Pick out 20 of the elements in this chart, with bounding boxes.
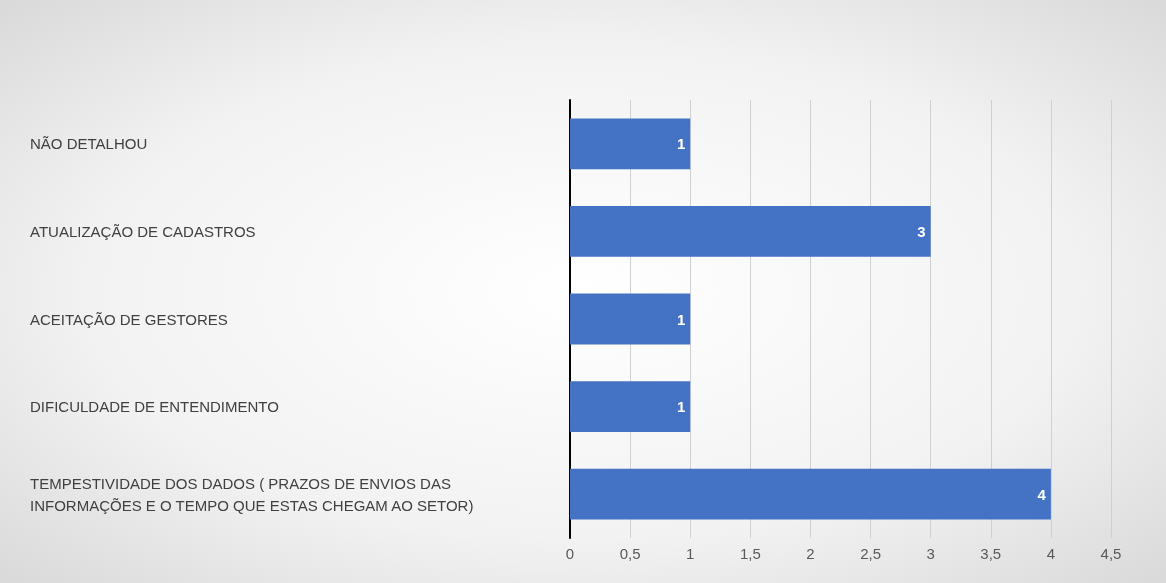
data-label: 1 xyxy=(676,398,686,416)
y-tick-label: NÃO DETALHOU xyxy=(30,135,148,153)
y-tick-label: DIFICULDADE DE ENTENDIMENTO xyxy=(30,398,279,416)
x-tick-label: 3,5 xyxy=(980,545,1002,562)
x-tick-label: 4,5 xyxy=(1100,545,1122,562)
x-tick-label: 4 xyxy=(1046,545,1056,562)
data-label: 3 xyxy=(917,222,926,240)
y-tick-label: TEMPESTIVIDADE DOS DADOS ( PRAZOS DE ENVIOS DAS INFORMAÇÕES E O TEMPO QUE ESTAS CHEGAM AO SETOR) xyxy=(30,474,474,514)
data-label: 4 xyxy=(1037,485,1047,503)
y-tick-label: ACEITAÇÃO DE GESTORES xyxy=(30,310,228,328)
data-label: 1 xyxy=(676,135,686,153)
x-tick-label: 1 xyxy=(686,545,695,562)
x-tick-label: 1,5 xyxy=(739,545,761,562)
x-tick-label: 3 xyxy=(926,545,935,562)
x-tick-label: 0,5 xyxy=(619,545,641,562)
y-tick-label: ATUALIZAÇÃO DE CADASTROS xyxy=(30,222,256,240)
data-label: 1 xyxy=(676,310,686,328)
x-tick-label: 2,5 xyxy=(860,545,881,562)
x-tick-label: 2 xyxy=(806,545,815,562)
x-tick-label: 0 xyxy=(565,545,575,562)
